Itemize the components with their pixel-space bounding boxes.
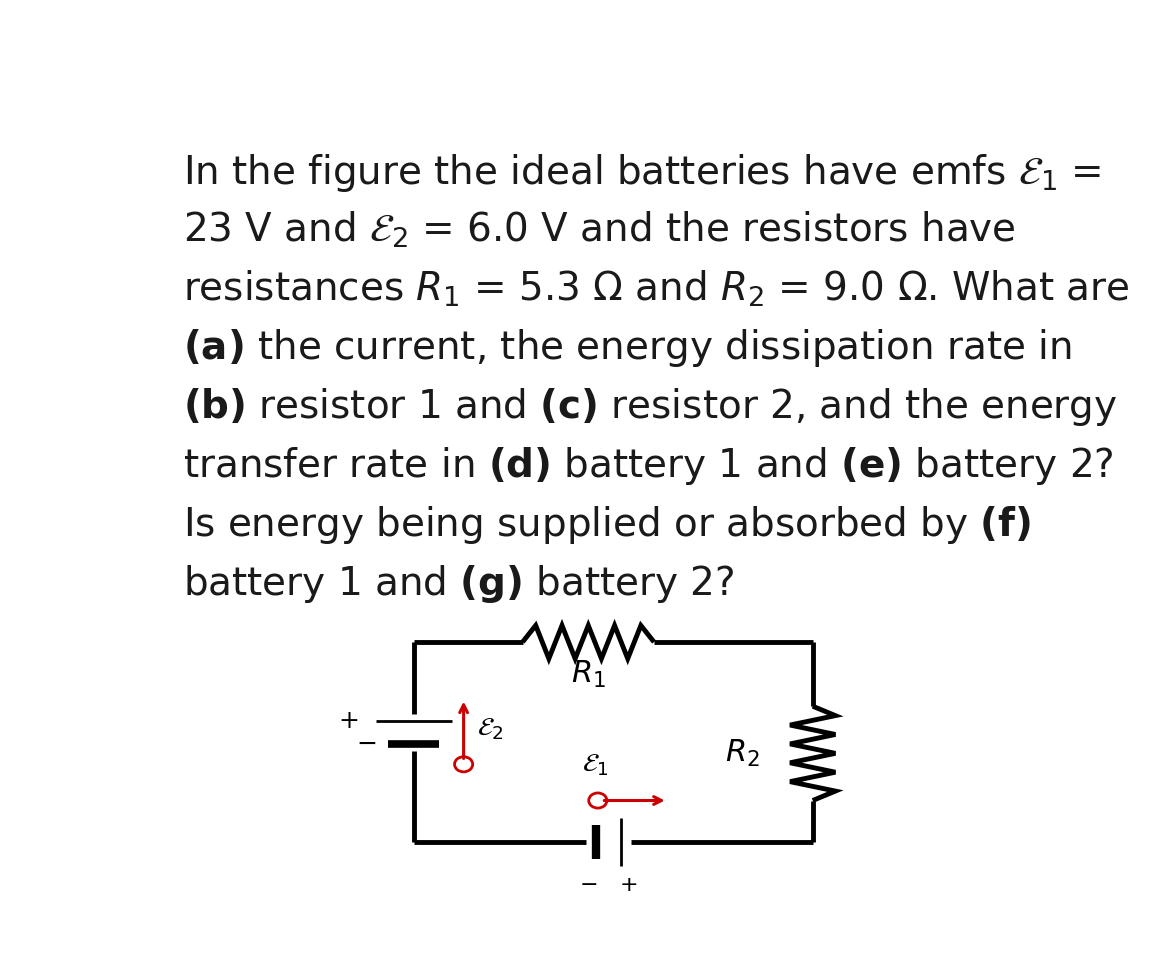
Text: 23 V and $\mathcal{E}_2$ = 6.0 V and the resistors have: 23 V and $\mathcal{E}_2$ = 6.0 V and the… bbox=[183, 210, 1016, 250]
Text: +: + bbox=[338, 710, 359, 733]
Text: −: − bbox=[579, 875, 598, 895]
Text: $\mathcal{E}_2$: $\mathcal{E}_2$ bbox=[477, 716, 504, 742]
Text: $\mathbf{(a)}$ the current, the energy dissipation rate in: $\mathbf{(a)}$ the current, the energy d… bbox=[183, 327, 1072, 369]
Text: $R_2$: $R_2$ bbox=[725, 738, 760, 769]
Text: −: − bbox=[357, 732, 378, 756]
Text: battery 1 and $\mathbf{(g)}$ battery 2?: battery 1 and $\mathbf{(g)}$ battery 2? bbox=[183, 563, 734, 605]
Text: $\mathcal{E}_1$: $\mathcal{E}_1$ bbox=[581, 753, 608, 778]
Text: transfer rate in $\mathbf{(d)}$ battery 1 and $\mathbf{(e)}$ battery 2?: transfer rate in $\mathbf{(d)}$ battery … bbox=[183, 445, 1113, 487]
Text: $\mathbf{(b)}$ resistor 1 and $\mathbf{(c)}$ resistor 2, and the energy: $\mathbf{(b)}$ resistor 1 and $\mathbf{(… bbox=[183, 386, 1117, 428]
Text: Is energy being supplied or absorbed by $\mathbf{(f)}$: Is energy being supplied or absorbed by … bbox=[183, 504, 1031, 546]
Text: resistances $R_1$ = 5.3 $\Omega$ and $R_2$ = 9.0 $\Omega$. What are: resistances $R_1$ = 5.3 $\Omega$ and $R_… bbox=[183, 269, 1129, 309]
Text: $R_1$: $R_1$ bbox=[571, 659, 606, 690]
Text: +: + bbox=[619, 875, 638, 895]
Text: In the figure the ideal batteries have emfs $\mathcal{E}_1$ =: In the figure the ideal batteries have e… bbox=[183, 152, 1101, 194]
